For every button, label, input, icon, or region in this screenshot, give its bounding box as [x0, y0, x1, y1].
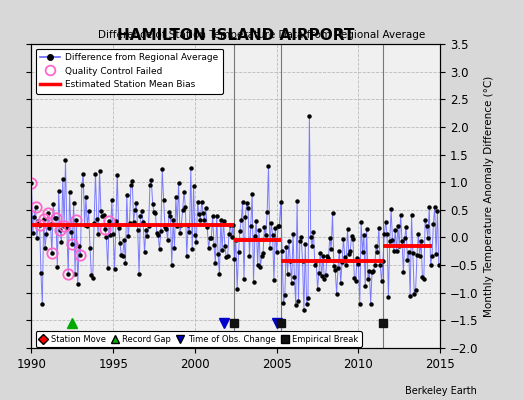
Text: Difference of Station Temperature Data from Regional Average: Difference of Station Temperature Data f…	[99, 30, 425, 40]
Legend: Station Move, Record Gap, Time of Obs. Change, Empirical Break: Station Move, Record Gap, Time of Obs. C…	[36, 331, 362, 347]
Y-axis label: Monthly Temperature Anomaly Difference (°C): Monthly Temperature Anomaly Difference (…	[484, 75, 494, 317]
Text: Berkeley Earth: Berkeley Earth	[405, 386, 477, 396]
Title: HAMILTON ISLAND AIRPORT: HAMILTON ISLAND AIRPORT	[117, 28, 355, 43]
